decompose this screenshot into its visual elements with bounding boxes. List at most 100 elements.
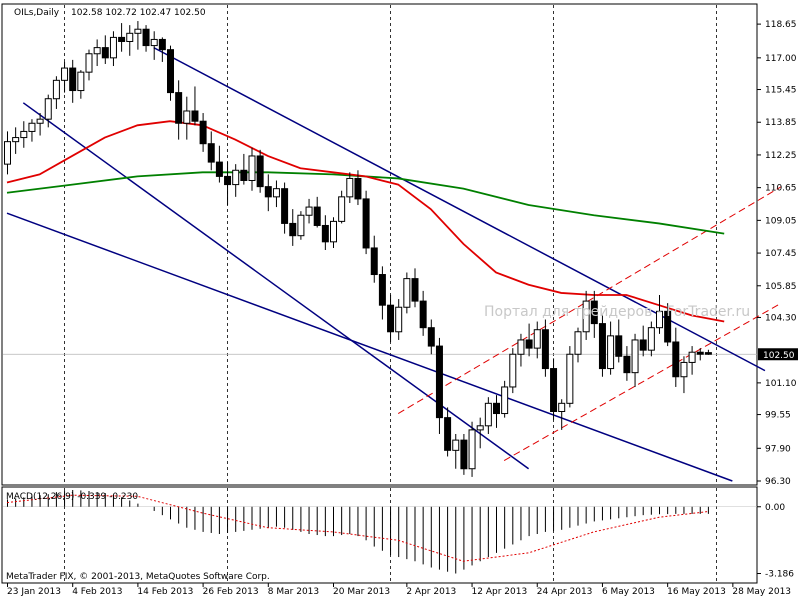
candle-bull xyxy=(509,353,517,388)
candle-bear xyxy=(313,206,321,226)
channel-lines xyxy=(6,46,782,482)
date-tick-label: 4 Feb 2013 xyxy=(72,587,122,597)
candle-bear xyxy=(639,339,647,351)
candle-bull xyxy=(607,335,615,370)
watermark: Портал для трейдеров - ForTrader.ru xyxy=(484,304,750,320)
last-price-badge xyxy=(758,348,798,361)
candle-bull xyxy=(36,118,44,124)
candle-bull xyxy=(501,386,509,415)
price-tick-label: 101.10 xyxy=(765,379,797,389)
date-tick-label: 14 Feb 2013 xyxy=(137,587,193,597)
candle-bear xyxy=(118,36,126,42)
candle-bull xyxy=(272,188,280,198)
price-tick-label: 97.90 xyxy=(765,444,791,454)
candle-bear xyxy=(175,92,183,124)
price-tick-label: 112.25 xyxy=(765,151,797,161)
candle-bear xyxy=(460,439,468,470)
ohlc-values: 102.58 102.72 102.47 102.50 xyxy=(71,8,206,18)
candle-bear xyxy=(435,345,443,419)
candle-bear xyxy=(664,310,672,343)
candle-bull xyxy=(330,220,337,243)
price-tick-label: 107.45 xyxy=(765,249,797,259)
candle-bull xyxy=(680,361,688,378)
candle-bear xyxy=(444,417,452,451)
candle-bull xyxy=(20,130,28,139)
price-tick-label: 117.00 xyxy=(765,54,797,64)
date-tick-label: 23 Jan 2013 xyxy=(7,587,61,597)
candle-bull xyxy=(28,122,36,132)
candle-bull xyxy=(93,47,101,55)
price-tick-label: 109.05 xyxy=(765,216,797,226)
candle-bull xyxy=(44,98,52,120)
grid xyxy=(3,5,757,582)
candle-bull xyxy=(232,169,240,186)
date-tick-label: 20 Mar 2013 xyxy=(333,587,390,597)
candle-bear xyxy=(264,186,272,198)
candle-bear xyxy=(419,300,427,329)
candle-bear xyxy=(370,247,378,276)
candle-bear xyxy=(289,222,297,237)
candle-bear xyxy=(387,304,395,333)
candle-bull xyxy=(517,339,525,355)
channel-lower-line xyxy=(6,212,733,482)
candle-bear xyxy=(411,278,419,302)
candle-bear xyxy=(101,47,109,59)
moving-averages xyxy=(6,120,725,323)
candle-bear xyxy=(493,402,500,415)
copyright-text: MetaTrader FIX, © 2001-2013, MetaQuotes … xyxy=(6,572,270,582)
candle-bull xyxy=(647,327,655,351)
date-tick-label: 16 May 2013 xyxy=(667,587,726,597)
chart-symbol-label: OILs,Daily xyxy=(14,8,60,18)
candle-bull xyxy=(248,155,256,181)
macd-label: MACD(12,26,9) -0.339 -0.230 xyxy=(6,492,138,502)
candle-bull xyxy=(150,38,158,47)
candle-bull xyxy=(582,300,590,333)
candle-bull xyxy=(484,402,492,427)
date-tick-label: 8 Mar 2013 xyxy=(268,587,319,597)
candle-bull xyxy=(52,79,60,100)
candle-bull xyxy=(134,28,142,34)
candle-bull xyxy=(395,306,403,333)
candle-bear xyxy=(158,38,166,51)
axes: 118.65 117.00 115.45 113.85 112.25 110.65 109.… xyxy=(7,20,798,597)
macd-pane-frame xyxy=(1,486,758,584)
candle-bear xyxy=(167,49,174,94)
candle-bear xyxy=(199,120,207,145)
price-tick-label: 105.85 xyxy=(765,282,797,292)
date-tick-label: 24 Apr 2013 xyxy=(537,587,593,597)
candle-bull xyxy=(403,278,411,308)
candle-bull xyxy=(183,110,191,124)
candle-bull xyxy=(656,310,663,329)
candle-bull xyxy=(631,339,639,374)
candle-bear xyxy=(615,335,623,357)
candle-bull xyxy=(126,32,134,42)
ma-red-line xyxy=(6,120,725,323)
price-tick-label: 110.65 xyxy=(765,184,797,194)
candle-bear xyxy=(256,155,264,188)
candle-bull xyxy=(346,177,354,198)
candle-bull xyxy=(61,67,69,81)
candle-bull xyxy=(452,439,460,451)
channel-upper-line xyxy=(153,46,766,372)
candle-bear xyxy=(240,169,248,181)
price-pane-frame xyxy=(1,3,758,486)
candle-bull xyxy=(468,429,476,470)
candle-bear xyxy=(224,175,232,186)
macd-tick-label: 0.00 xyxy=(765,503,785,513)
candle-bull xyxy=(574,331,582,355)
candle-bear xyxy=(623,355,631,374)
macd-tick-label: -3.186 xyxy=(765,570,794,580)
candle-bear xyxy=(525,339,533,349)
candle-bull xyxy=(338,196,346,222)
candle-bear xyxy=(354,177,362,200)
candle-bear xyxy=(696,351,704,355)
candle-bear xyxy=(598,323,606,370)
price-tick-label: 99.55 xyxy=(765,411,791,421)
candle-bear xyxy=(550,368,558,412)
date-tick-label: 2 Apr 2013 xyxy=(406,587,456,597)
candle-bull xyxy=(533,329,541,349)
candle-bear xyxy=(321,224,329,243)
channel-mid-line xyxy=(22,102,530,470)
candle-bull xyxy=(4,141,11,165)
